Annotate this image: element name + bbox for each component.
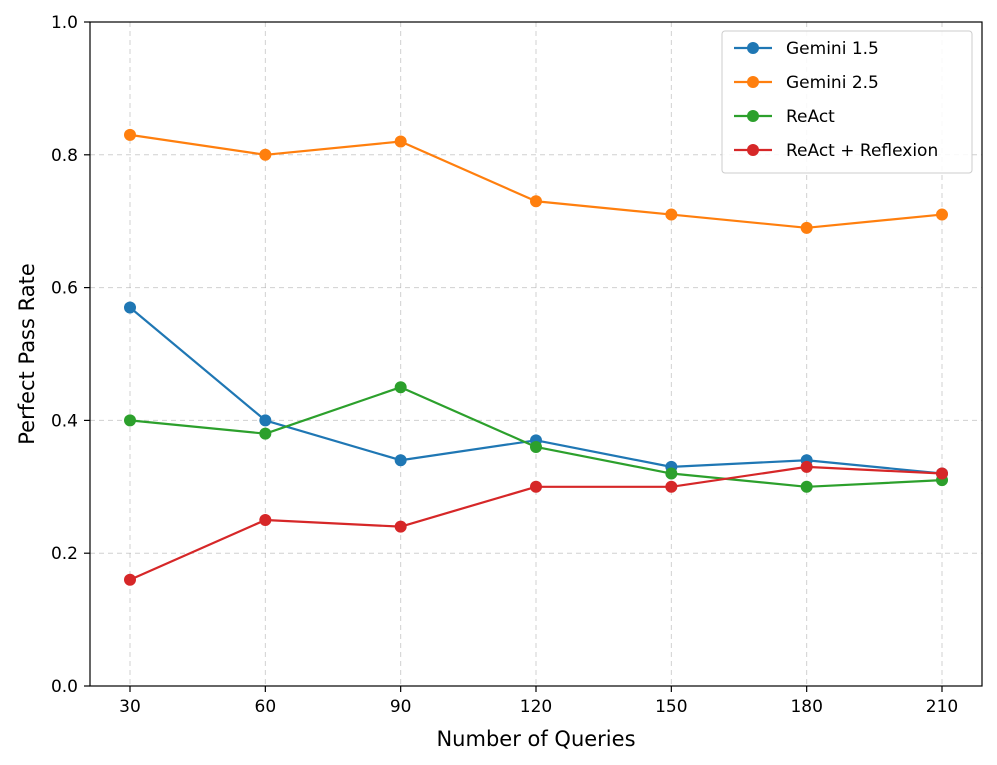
legend-label: Gemini 1.5 — [786, 39, 879, 59]
y-tick-label: 1.0 — [51, 13, 78, 33]
data-point — [530, 480, 542, 493]
data-point — [665, 208, 678, 221]
legend-marker — [747, 110, 759, 122]
data-point — [530, 195, 542, 208]
data-point — [124, 414, 136, 427]
x-tick-label: 180 — [790, 697, 822, 717]
data-point — [800, 221, 813, 234]
data-point — [124, 301, 136, 314]
data-point — [936, 208, 948, 221]
y-axis-label: Perfect Pass Rate — [15, 263, 39, 445]
data-point — [800, 480, 813, 493]
legend-marker — [747, 42, 759, 54]
y-tick-label: 0.4 — [51, 411, 78, 431]
x-tick-label: 60 — [255, 697, 277, 717]
y-tick-label: 0.6 — [51, 279, 78, 299]
legend-label: ReAct + Reflexion — [786, 141, 938, 161]
data-point — [394, 135, 407, 148]
data-point — [665, 467, 678, 480]
legend-marker — [747, 144, 759, 156]
data-point — [259, 427, 272, 440]
x-axis-label: Number of Queries — [436, 727, 635, 751]
x-tick-label: 30 — [119, 697, 141, 717]
data-point — [259, 148, 272, 161]
legend-label: ReAct — [786, 107, 835, 127]
legend-marker — [747, 76, 759, 88]
data-point — [800, 460, 813, 473]
x-tick-label: 90 — [390, 697, 412, 717]
legend: Gemini 1.5 Gemini 2.5 ReAct ReAct + Reflexi… — [721, 30, 973, 174]
data-point — [124, 128, 136, 141]
data-point — [394, 520, 407, 533]
x-axis: 30 60 90 120 150 180 210 — [119, 686, 958, 717]
y-tick-label: 0.0 — [51, 677, 78, 697]
data-point — [259, 414, 272, 427]
x-tick-label: 120 — [520, 697, 552, 717]
legend-label: Gemini 2.5 — [786, 73, 879, 93]
data-point — [665, 480, 678, 493]
y-tick-label: 0.8 — [51, 146, 78, 166]
x-tick-label: 210 — [926, 697, 958, 717]
y-tick-label: 0.2 — [51, 544, 78, 564]
data-point — [530, 440, 542, 453]
data-point — [936, 467, 948, 480]
legend-box — [721, 30, 973, 174]
y-axis: 0.0 0.2 0.4 0.6 0.8 1.0 — [51, 13, 90, 697]
series-layer — [124, 128, 948, 586]
data-point — [394, 381, 407, 394]
data-point — [394, 454, 407, 467]
x-tick-label: 150 — [655, 697, 687, 717]
data-point — [124, 573, 136, 586]
data-point — [259, 514, 272, 526]
